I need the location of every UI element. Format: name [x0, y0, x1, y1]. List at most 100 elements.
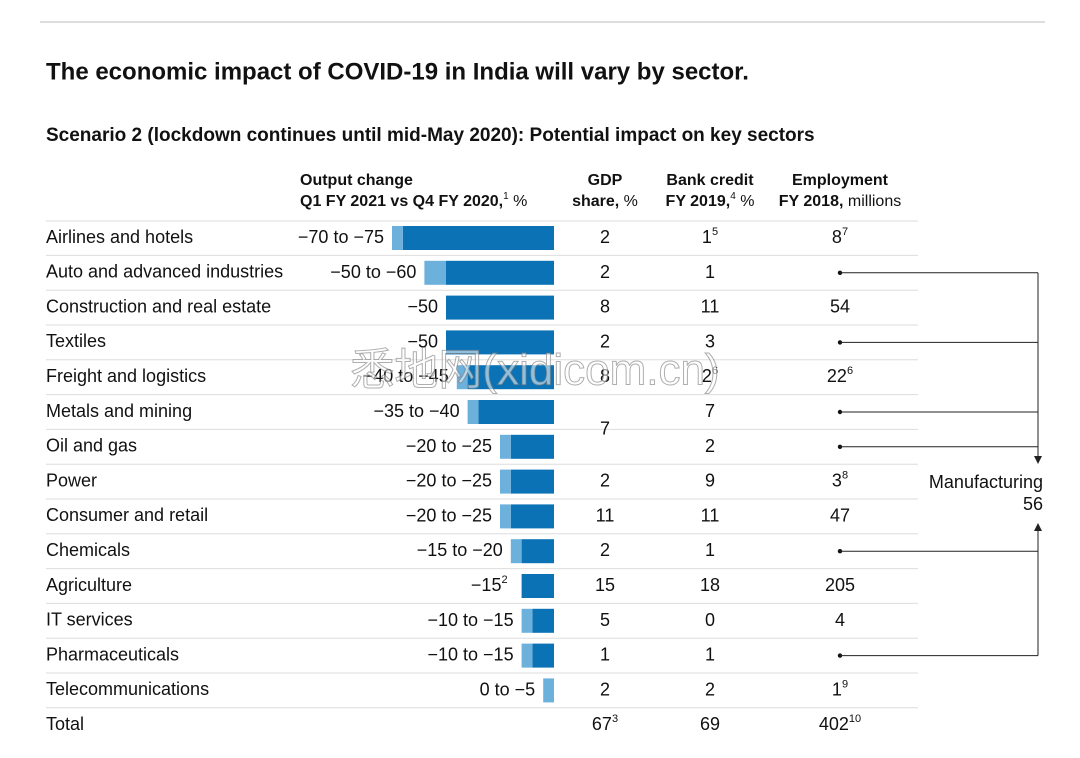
credit-value-note: 5: [712, 226, 718, 238]
output-bar-low: [532, 643, 554, 668]
gdp-value: 15: [595, 575, 615, 595]
manufacturing-value: 56: [1023, 494, 1043, 514]
gdp-value: 1: [600, 644, 610, 664]
employment-value: 205: [825, 575, 855, 595]
employment-value: 19: [832, 678, 848, 699]
output-bar-range: [424, 260, 446, 285]
credit-value-value: 11: [701, 296, 720, 316]
gdp-value-value: 2: [600, 540, 610, 560]
total-gdp: 673: [592, 713, 618, 734]
credit-value-value: 9: [705, 470, 715, 490]
header-unit: %: [624, 193, 638, 210]
gdp-value: 8: [600, 366, 610, 386]
header-bold: FY 2019,: [666, 193, 731, 210]
credit-value-value: 18: [700, 575, 720, 595]
employment-value-value: 54: [830, 296, 850, 316]
total-credit-value: 69: [700, 714, 720, 734]
credit-value: 18: [700, 575, 720, 595]
credit-value-value: 1: [702, 227, 712, 247]
gdp-value-value: 2: [600, 227, 610, 247]
sector-label: Airlines and hotels: [46, 227, 193, 247]
total-gdp-note: 3: [612, 713, 618, 725]
sector-label: Auto and advanced industries: [46, 262, 283, 282]
column-subheader: FY 2018, millions: [779, 193, 901, 210]
output-bar-range: [392, 226, 403, 250]
output-label-value: −15 to −20: [417, 540, 503, 560]
credit-value-value: 3: [705, 331, 715, 351]
sector-label: Oil and gas: [46, 436, 137, 456]
credit-value: 15: [702, 226, 718, 247]
column-header: GDP: [588, 172, 623, 189]
employment-value: 87: [832, 226, 848, 247]
output-label: −70 to −75: [298, 227, 384, 247]
output-label-value: −50 to −60: [330, 262, 416, 282]
employment-value-value: 22: [827, 366, 847, 386]
gdp-value: 11: [596, 505, 615, 525]
output-label: −50: [407, 331, 438, 351]
output-bar-low: [446, 295, 554, 320]
header-unit: %: [740, 193, 754, 210]
sector-label: Agriculture: [46, 575, 132, 595]
sector-label: Construction and real estate: [46, 296, 271, 316]
output-label-value: −50: [407, 331, 438, 351]
sector-label: Textiles: [46, 331, 106, 351]
sector-label: Freight and logistics: [46, 366, 206, 386]
output-bar-low: [467, 365, 554, 390]
output-label-note: 2: [501, 574, 507, 586]
employment-value-value: 3: [832, 470, 842, 490]
output-bar-range: [510, 539, 522, 564]
total-employment: 40210: [819, 713, 861, 734]
gdp-value-value: 8: [600, 296, 610, 316]
employment-value-note: 7: [842, 226, 848, 238]
credit-value: 26: [702, 365, 718, 386]
output-bar-low: [446, 330, 554, 355]
output-label: −10 to −15: [428, 644, 514, 664]
output-bar-low: [532, 608, 554, 633]
output-bar-range: [456, 365, 468, 390]
employment-value-note: 8: [842, 470, 848, 482]
output-bar-low: [510, 504, 554, 529]
output-label: −40 to −45: [363, 366, 449, 386]
credit-value: 2: [705, 436, 715, 456]
output-label-value: −10 to −15: [428, 644, 514, 664]
output-bar-range: [543, 678, 554, 703]
gdp-value-value: 2: [600, 679, 610, 699]
total-employment-note: 10: [849, 713, 861, 725]
employment-value: 47: [830, 505, 850, 525]
credit-value: 9: [705, 470, 715, 490]
total-credit: 69: [700, 714, 720, 734]
output-label: −20 to −25: [406, 436, 492, 456]
output-label-value: −20 to −25: [406, 470, 492, 490]
column-subheader: share, %: [572, 193, 638, 210]
output-label-value: −10 to −15: [428, 610, 514, 630]
credit-value: 1: [705, 262, 715, 282]
output-bar-range: [500, 434, 511, 459]
gdp-value-value: 2: [600, 262, 610, 282]
output-label: −10 to −15: [428, 610, 514, 630]
sector-label: Metals and mining: [46, 401, 192, 421]
credit-value-note: 6: [712, 365, 718, 377]
gdp-value: 2: [600, 331, 610, 351]
output-bar-low: [521, 539, 554, 564]
gdp-value-value: 11: [596, 505, 615, 525]
output-bar-range: [521, 608, 533, 633]
header-unit: %: [513, 193, 527, 210]
output-label-value: −20 to −25: [406, 436, 492, 456]
credit-value-value: 7: [705, 401, 715, 421]
output-label: −20 to −25: [406, 470, 492, 490]
gdp-value: 8: [600, 296, 610, 316]
output-label: −50 to −60: [330, 262, 416, 282]
sector-label: Consumer and retail: [46, 505, 208, 525]
total-employment-value: 402: [819, 714, 849, 734]
gdp-value: 2: [600, 227, 610, 247]
gdp-value-value: 15: [595, 575, 615, 595]
output-bar-low: [446, 260, 554, 285]
output-bar-low: [402, 226, 554, 250]
output-bar-range: [467, 400, 479, 424]
output-label: −152: [471, 574, 508, 595]
output-label-value: −40 to −45: [363, 366, 449, 386]
sector-label: Power: [46, 470, 97, 490]
sector-label: Pharmaceuticals: [46, 644, 179, 664]
output-bar-range: [500, 469, 511, 494]
output-bar-range: [500, 504, 511, 529]
